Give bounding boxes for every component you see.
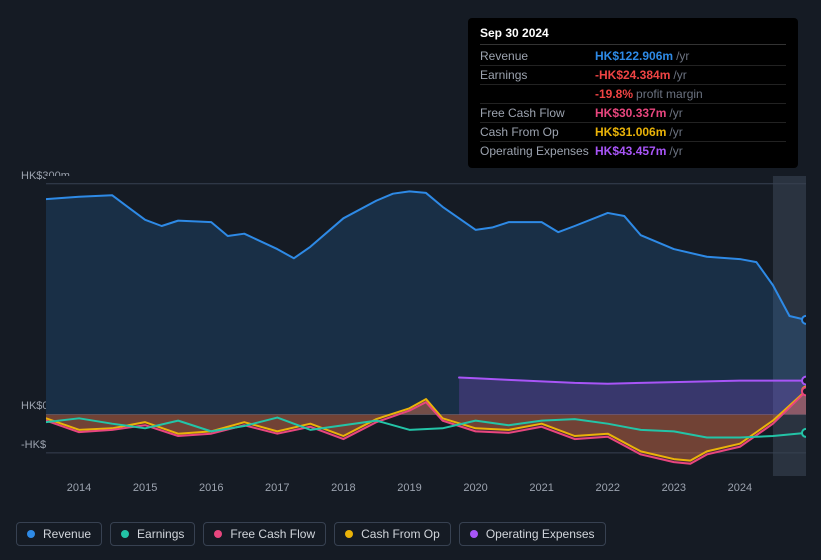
legend-label: Free Cash Flow	[230, 527, 315, 541]
tooltip-unit: /yr	[669, 105, 682, 121]
chart-legend: Revenue Earnings Free Cash Flow Cash From O…	[16, 522, 606, 546]
legend-label: Revenue	[43, 527, 91, 541]
x-axis-label: 2020	[463, 482, 487, 494]
legend-label: Cash From Op	[361, 527, 440, 541]
legend-item[interactable]: Cash From Op	[334, 522, 451, 546]
tooltip-metric-value: HK$31.006m	[595, 124, 666, 140]
tooltip-metric-label: Free Cash Flow	[480, 105, 595, 121]
x-axis-label: 2023	[662, 482, 686, 494]
tooltip-subvalue: -19.8%	[595, 86, 633, 102]
x-axis-label: 2017	[265, 482, 289, 494]
tooltip-metric-value: -HK$24.384m	[595, 67, 670, 83]
x-axis-label: 2014	[67, 482, 91, 494]
x-axis-label: 2024	[728, 482, 752, 494]
legend-dot	[214, 530, 222, 538]
y-axis-label: HK$0	[21, 400, 49, 412]
tooltip-row: Operating ExpensesHK$43.457m/yr	[480, 142, 786, 160]
legend-dot	[470, 530, 478, 538]
tooltip-row: Free Cash FlowHK$30.337m/yr	[480, 104, 786, 123]
x-axis-label: 2021	[529, 482, 553, 494]
tooltip-row: Earnings-HK$24.384m/yr	[480, 66, 786, 85]
x-axis-label: 2022	[595, 482, 619, 494]
legend-item[interactable]: Free Cash Flow	[203, 522, 326, 546]
legend-label: Operating Expenses	[486, 527, 595, 541]
tooltip-unit: /yr	[676, 48, 689, 64]
chart-tooltip: Sep 30 2024RevenueHK$122.906m/yrEarnings…	[468, 18, 798, 168]
x-axis-label: 2016	[199, 482, 223, 494]
x-axis-label: 2018	[331, 482, 355, 494]
financials-chart[interactable]: HK$300mHK$0-HK$50m 201420152016201720182…	[16, 160, 806, 500]
legend-dot	[27, 530, 35, 538]
x-axis-label: 2019	[397, 482, 421, 494]
legend-dot	[121, 530, 129, 538]
legend-item[interactable]: Revenue	[16, 522, 102, 546]
tooltip-row: RevenueHK$122.906m/yr	[480, 47, 786, 66]
legend-label: Earnings	[137, 527, 184, 541]
tooltip-unit: /yr	[669, 124, 682, 140]
tooltip-subrow: -19.8%profit margin	[480, 85, 786, 104]
tooltip-unit: /yr	[669, 143, 682, 159]
x-axis-label: 2015	[133, 482, 157, 494]
plot-area[interactable]	[46, 176, 806, 476]
tooltip-unit: /yr	[673, 67, 686, 83]
tooltip-metric-label: Operating Expenses	[480, 143, 595, 159]
tooltip-metric-value: HK$30.337m	[595, 105, 666, 121]
legend-item[interactable]: Earnings	[110, 522, 195, 546]
tooltip-metric-label: Revenue	[480, 48, 595, 64]
tooltip-row: Cash From OpHK$31.006m/yr	[480, 123, 786, 142]
x-axis-labels: 2014 2015 2016 2017 2018 2019 2020 2021 2022 2023…	[46, 482, 806, 498]
tooltip-metric-value: HK$43.457m	[595, 143, 666, 159]
tooltip-date: Sep 30 2024	[480, 26, 786, 45]
tooltip-metric-value: HK$122.906m	[595, 48, 673, 64]
tooltip-metric-label: Cash From Op	[480, 124, 595, 140]
legend-dot	[345, 530, 353, 538]
legend-item[interactable]: Operating Expenses	[459, 522, 606, 546]
tooltip-metric-label: Earnings	[480, 67, 595, 83]
tooltip-subunit: profit margin	[636, 86, 703, 102]
